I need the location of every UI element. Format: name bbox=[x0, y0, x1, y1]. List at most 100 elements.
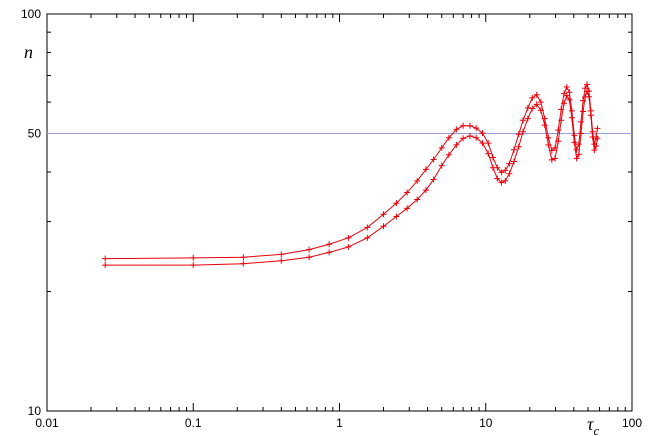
y-tick-label: 50 bbox=[28, 127, 42, 141]
series-2-point bbox=[506, 170, 513, 177]
x-axis-label: τc bbox=[587, 414, 599, 436]
x-tick-label: 0.01 bbox=[35, 416, 59, 430]
series-2-point bbox=[460, 135, 467, 142]
series-1-point bbox=[190, 254, 197, 261]
series-1-point bbox=[473, 125, 480, 132]
series-2-point bbox=[345, 243, 352, 250]
series-1-point bbox=[306, 246, 313, 253]
series-2-point bbox=[558, 117, 565, 124]
series-2-point bbox=[498, 179, 505, 186]
series-1-point bbox=[326, 241, 333, 248]
series-1-point bbox=[575, 141, 582, 148]
series-2-point bbox=[594, 135, 601, 142]
series-2-point bbox=[568, 114, 575, 121]
series-1-point bbox=[582, 85, 589, 92]
series-1-point bbox=[364, 224, 371, 231]
series-1-point bbox=[537, 99, 544, 106]
series-2-point bbox=[561, 100, 568, 107]
series-1-point bbox=[240, 254, 247, 261]
series-2-point bbox=[515, 143, 522, 150]
series-1-line bbox=[105, 82, 598, 260]
series-2-point bbox=[524, 115, 531, 122]
series-2-point bbox=[555, 138, 562, 145]
series-1-point bbox=[422, 166, 429, 173]
series-2-point bbox=[278, 257, 285, 264]
series-2-point bbox=[584, 88, 591, 95]
series-2-point bbox=[520, 128, 527, 135]
series-1-point bbox=[502, 167, 509, 174]
series-1-point bbox=[533, 91, 540, 98]
series-1-point bbox=[102, 255, 109, 262]
series-2-point bbox=[575, 151, 582, 158]
series-2-point bbox=[445, 151, 452, 158]
series-2-point bbox=[573, 155, 580, 162]
series-2-point bbox=[577, 130, 584, 137]
series-2-point bbox=[306, 254, 313, 261]
y-tick-label: 10 bbox=[28, 404, 42, 418]
y-axis-ticks: 10 50 100 bbox=[21, 7, 632, 418]
series-2-point bbox=[510, 158, 517, 165]
plot-frame bbox=[46, 13, 633, 412]
series-1-point bbox=[584, 81, 591, 88]
series-2-point bbox=[479, 140, 486, 147]
series-2-point bbox=[466, 132, 473, 139]
series-1-point bbox=[529, 94, 536, 101]
x-axis-label-main: τ bbox=[587, 414, 594, 434]
series-1-point bbox=[466, 122, 473, 129]
series-2-point bbox=[537, 107, 544, 114]
series-1-point bbox=[520, 117, 527, 124]
series-1-point bbox=[278, 251, 285, 258]
series-1-point bbox=[568, 107, 575, 114]
series-2-point bbox=[566, 96, 573, 103]
series-2-point bbox=[587, 112, 594, 119]
series-1-point bbox=[594, 125, 601, 132]
series-2-point bbox=[453, 141, 460, 148]
series-1-point bbox=[498, 169, 505, 176]
series-1-point bbox=[577, 118, 584, 125]
series-2-point bbox=[593, 143, 600, 150]
series-2-point bbox=[404, 205, 411, 212]
series-2-point bbox=[589, 133, 596, 140]
series-1-point bbox=[566, 89, 573, 96]
series-2-point bbox=[473, 134, 480, 141]
series-1-point bbox=[524, 104, 531, 111]
series-1-point bbox=[545, 134, 552, 141]
series-2-point bbox=[380, 223, 387, 230]
series-1-point bbox=[573, 146, 580, 153]
series-2-point bbox=[422, 187, 429, 194]
series-2-point bbox=[502, 177, 509, 184]
series-1-point bbox=[563, 83, 570, 90]
series-1-point bbox=[345, 234, 352, 241]
series-2-point bbox=[102, 262, 109, 269]
series-2-point bbox=[585, 93, 592, 100]
series-2-point bbox=[591, 147, 598, 154]
series-1-point bbox=[460, 122, 467, 129]
series-1-point bbox=[510, 146, 517, 153]
series-2-point bbox=[548, 156, 555, 163]
series-1-point bbox=[414, 177, 421, 184]
series-2-point bbox=[541, 122, 548, 129]
x-axis-ticks: 0.01 0.1 1 10 100 bbox=[35, 14, 642, 430]
series-2-point bbox=[438, 162, 445, 169]
series-1-point bbox=[438, 144, 445, 151]
series-2-point bbox=[414, 196, 421, 203]
series-2-point bbox=[240, 260, 247, 267]
series-1-point bbox=[404, 189, 411, 196]
series-1-point bbox=[485, 140, 492, 147]
x-tick-label: 10 bbox=[479, 416, 493, 430]
x-tick-label: 100 bbox=[622, 416, 642, 430]
series-2-point bbox=[485, 150, 492, 157]
series-2-point bbox=[571, 139, 578, 146]
series-1-point bbox=[479, 130, 486, 137]
series-2-point bbox=[326, 249, 333, 256]
y-axis-label: n bbox=[24, 42, 33, 62]
series-2-point bbox=[190, 262, 197, 269]
series-2-point bbox=[529, 105, 536, 112]
series-2-point bbox=[580, 108, 587, 115]
series-1-point bbox=[506, 160, 513, 167]
series-2-point bbox=[489, 164, 496, 171]
series-1-point bbox=[430, 156, 437, 163]
series-2-point bbox=[364, 234, 371, 241]
x-axis-label-subscript: c bbox=[593, 423, 599, 436]
series-1-point bbox=[380, 211, 387, 218]
